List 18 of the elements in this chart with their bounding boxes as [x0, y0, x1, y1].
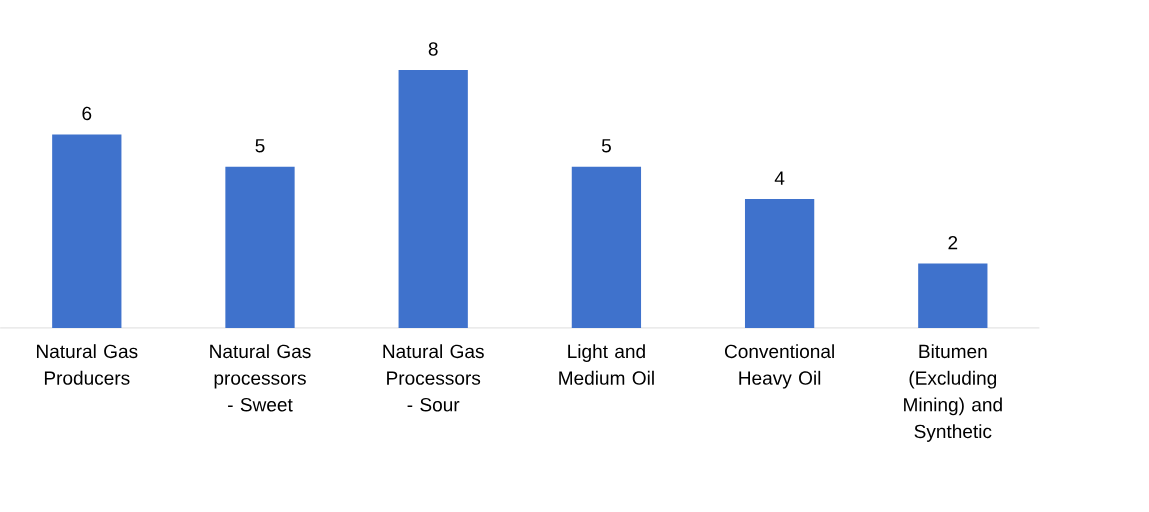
bar — [52, 134, 122, 329]
x-tick-label: Conventional Heavy Oil — [724, 344, 834, 389]
data-label: 5 — [601, 139, 611, 153]
bar — [225, 166, 295, 329]
data-label: 5 — [255, 139, 265, 153]
x-tick-label: Natural Gas Processors - Sour — [383, 344, 484, 412]
bar — [744, 199, 815, 329]
x-tick-label: Bitumen (Excluding Mining) and Synthetic — [904, 344, 1002, 443]
x-tick-label: Natural Gas processors - Sweet — [210, 344, 311, 412]
data-label: 2 — [948, 236, 958, 250]
bar — [398, 70, 468, 329]
data-label: 4 — [774, 171, 785, 185]
bar — [918, 263, 988, 329]
bar — [571, 166, 642, 329]
data-label: 6 — [82, 106, 92, 121]
x-tick-label: Natural Gas Producers — [37, 344, 138, 386]
x-tick-label: Light and Medium Oil — [559, 344, 654, 386]
data-label: 8 — [428, 42, 438, 56]
